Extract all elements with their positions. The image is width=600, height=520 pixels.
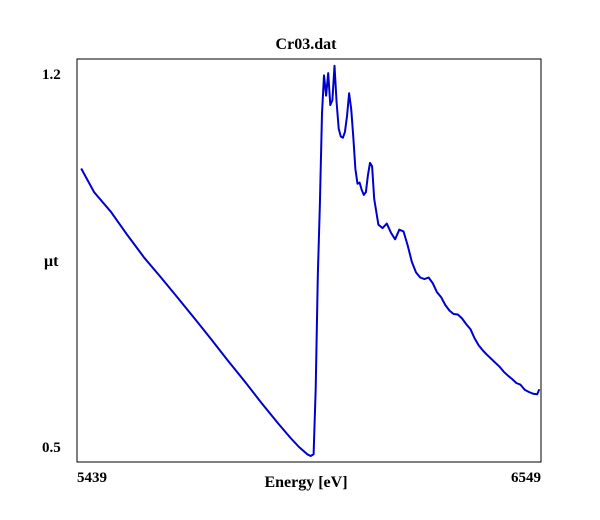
plot-area-frame — [76, 58, 542, 463]
x-tick-label-left: 5439 — [77, 470, 107, 486]
chart-title: Cr03.dat — [276, 36, 338, 53]
y-axis-label: μt — [44, 253, 59, 270]
x-axis-label: Energy [eV] — [264, 474, 347, 491]
y-tick-label-bottom: 0.5 — [42, 440, 61, 456]
x-tick-label-right: 6549 — [511, 470, 541, 486]
series-line — [80, 64, 541, 457]
y-tick-label-top: 1.2 — [42, 67, 61, 83]
